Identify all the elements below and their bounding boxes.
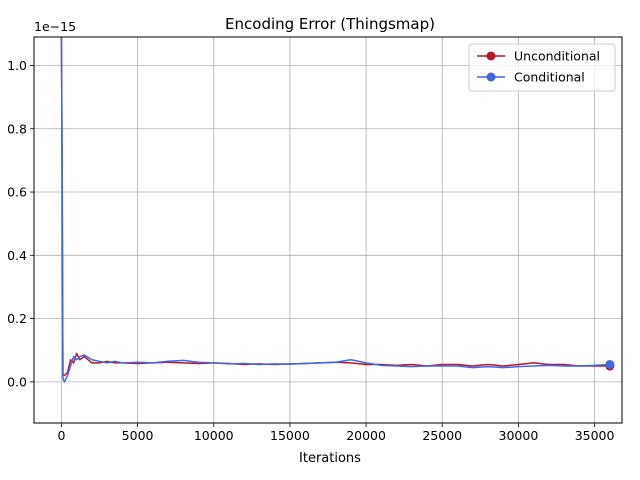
y-tick-label: 0.0	[7, 374, 27, 389]
legend-label-conditional: Conditional	[514, 70, 585, 85]
chart-title: Encoding Error (Thingsmap)	[225, 15, 435, 33]
legend-label-unconditional: Unconditional	[514, 49, 600, 64]
legend-item-conditional: Conditional	[477, 70, 585, 85]
x-tick-label: 0	[57, 428, 65, 443]
legend-marker-conditional	[486, 72, 496, 82]
legend: Unconditional Conditional	[468, 43, 616, 92]
series-endpoint-conditional	[605, 359, 615, 369]
series-endpoints	[605, 359, 615, 371]
y-tick-label: 0.6	[7, 185, 27, 200]
legend-item-unconditional: Unconditional	[477, 49, 600, 64]
ticks: 0 5000 10000 15000 20000 25000 30000 35000 0.0 0.…	[7, 58, 614, 443]
x-tick-label: 35000	[575, 428, 615, 443]
y-tick-label: 0.4	[7, 248, 27, 263]
series-line-conditional	[60, 37, 610, 383]
legend-box	[468, 43, 616, 92]
y-tick-label: 0.8	[7, 121, 27, 136]
grid	[34, 37, 622, 423]
x-tick-label: 20000	[346, 428, 386, 443]
x-axis-title: Iterations	[299, 451, 361, 466]
x-tick-label: 15000	[270, 428, 310, 443]
y-axis-offset-label: 1e−15	[34, 19, 76, 34]
x-tick-label: 5000	[122, 428, 154, 443]
plot-area	[33, 36, 623, 424]
y-tick-label: 0.2	[7, 311, 27, 326]
y-tick-label: 1.0	[7, 58, 27, 73]
legend-marker-unconditional	[486, 51, 496, 61]
x-tick-label: 25000	[422, 428, 462, 443]
x-tick-label: 10000	[194, 428, 234, 443]
series-layer	[60, 37, 610, 383]
x-tick-label: 30000	[499, 428, 539, 443]
